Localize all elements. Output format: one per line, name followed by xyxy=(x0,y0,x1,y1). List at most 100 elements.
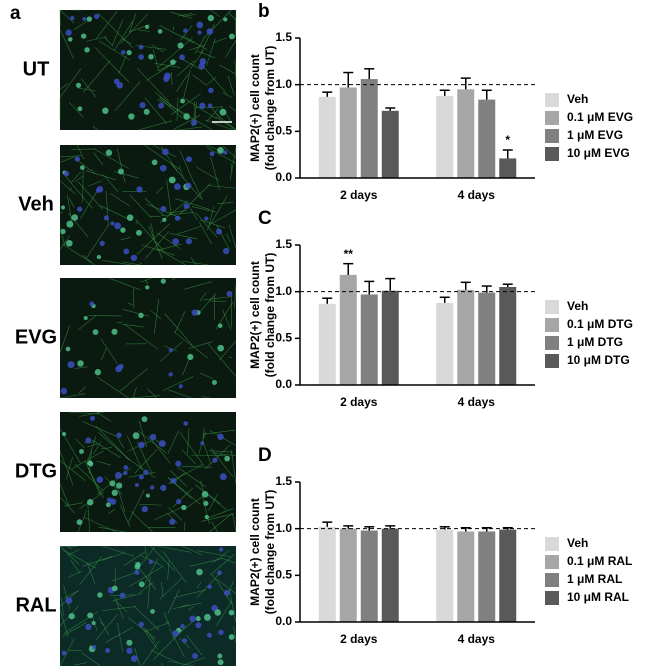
legend-label: 10 μM EVG xyxy=(567,146,630,160)
neurite xyxy=(74,463,104,491)
nucleus xyxy=(181,504,187,511)
neurite xyxy=(167,512,178,524)
neurite xyxy=(234,283,237,309)
neurite xyxy=(189,558,223,567)
neurite xyxy=(215,116,237,131)
nucleus xyxy=(223,589,230,596)
neurite xyxy=(96,10,118,39)
neurite xyxy=(79,411,105,417)
neurite xyxy=(167,589,180,614)
neurite xyxy=(154,62,181,68)
y-tick-label: 0.5 xyxy=(275,124,292,138)
neurite xyxy=(118,55,127,74)
neurite xyxy=(202,429,236,435)
neurite xyxy=(223,146,237,159)
neurite xyxy=(87,436,97,460)
neurite xyxy=(162,376,194,391)
neurite xyxy=(66,545,72,550)
nucleus xyxy=(187,353,194,361)
neurite xyxy=(59,325,71,354)
neurite xyxy=(170,470,188,487)
nucleus xyxy=(160,278,166,284)
neurite xyxy=(197,550,231,558)
neurite xyxy=(127,489,145,523)
neurite xyxy=(82,254,95,266)
neurite xyxy=(59,483,70,507)
neurite xyxy=(210,156,220,190)
nucleus xyxy=(85,623,92,630)
neurite xyxy=(112,593,143,602)
neurite xyxy=(77,181,104,211)
y-tick-label: 1.0 xyxy=(275,521,292,535)
neurite xyxy=(73,662,87,666)
neurite xyxy=(87,180,102,187)
neurite xyxy=(60,497,75,514)
legend-label: 10 μM RAL xyxy=(567,590,629,604)
bar xyxy=(360,79,378,178)
neurite xyxy=(225,40,237,58)
neurite xyxy=(95,613,118,641)
nucleus xyxy=(85,437,92,444)
nucleus xyxy=(63,171,70,177)
neurite xyxy=(170,11,193,19)
neurite xyxy=(100,347,107,361)
nucleus xyxy=(126,49,132,56)
neurite xyxy=(71,450,105,469)
nucleus xyxy=(145,493,150,498)
nucleus xyxy=(195,622,202,629)
neurite xyxy=(59,83,69,90)
neurite xyxy=(147,388,158,399)
nucleus xyxy=(105,149,113,156)
neurite xyxy=(234,60,237,80)
nucleus xyxy=(183,28,188,33)
nucleus xyxy=(60,228,66,235)
nucleus xyxy=(87,460,93,466)
neurite xyxy=(178,12,193,17)
neurite xyxy=(206,38,216,66)
neurite xyxy=(156,243,182,251)
neurite xyxy=(71,148,96,150)
nucleus xyxy=(228,609,235,616)
nucleus xyxy=(170,477,177,484)
image-label: DTG xyxy=(15,460,57,482)
nucleus xyxy=(128,113,135,120)
neurite xyxy=(159,577,183,600)
neurite xyxy=(222,309,232,331)
neurite xyxy=(148,225,163,260)
nucleus xyxy=(195,616,201,622)
nucleus xyxy=(159,164,167,172)
nucleus xyxy=(139,102,146,109)
neurite xyxy=(129,13,137,33)
nucleus xyxy=(109,480,116,487)
nucleus xyxy=(89,301,95,307)
micrograph xyxy=(59,9,237,131)
neurite xyxy=(134,605,160,631)
nucleus xyxy=(224,455,230,462)
legend-swatch xyxy=(545,354,559,368)
neurite xyxy=(233,625,237,644)
neurite xyxy=(190,257,197,266)
nucleus xyxy=(111,328,118,335)
neurite xyxy=(161,582,164,597)
nucleus xyxy=(215,228,222,235)
image-label: EVG xyxy=(15,326,57,348)
legend-label: 0.1 μM EVG xyxy=(567,110,633,124)
nucleus xyxy=(81,33,87,39)
x-tick-label: 2 days xyxy=(340,188,378,202)
neurite xyxy=(167,660,195,667)
nucleus xyxy=(175,460,182,467)
bar xyxy=(499,287,517,385)
nucleus xyxy=(93,13,100,20)
legend-label: 1 μM RAL xyxy=(567,572,622,586)
neurite xyxy=(144,627,156,643)
nucleus xyxy=(143,108,150,115)
neurite xyxy=(157,232,180,249)
neurite xyxy=(123,551,146,567)
bar xyxy=(381,528,399,622)
nucleus xyxy=(87,612,94,619)
nucleus xyxy=(76,519,83,526)
legend-swatch xyxy=(545,555,559,569)
panel-letter: a xyxy=(10,3,21,24)
neurite xyxy=(87,443,99,448)
nucleus xyxy=(182,638,188,644)
